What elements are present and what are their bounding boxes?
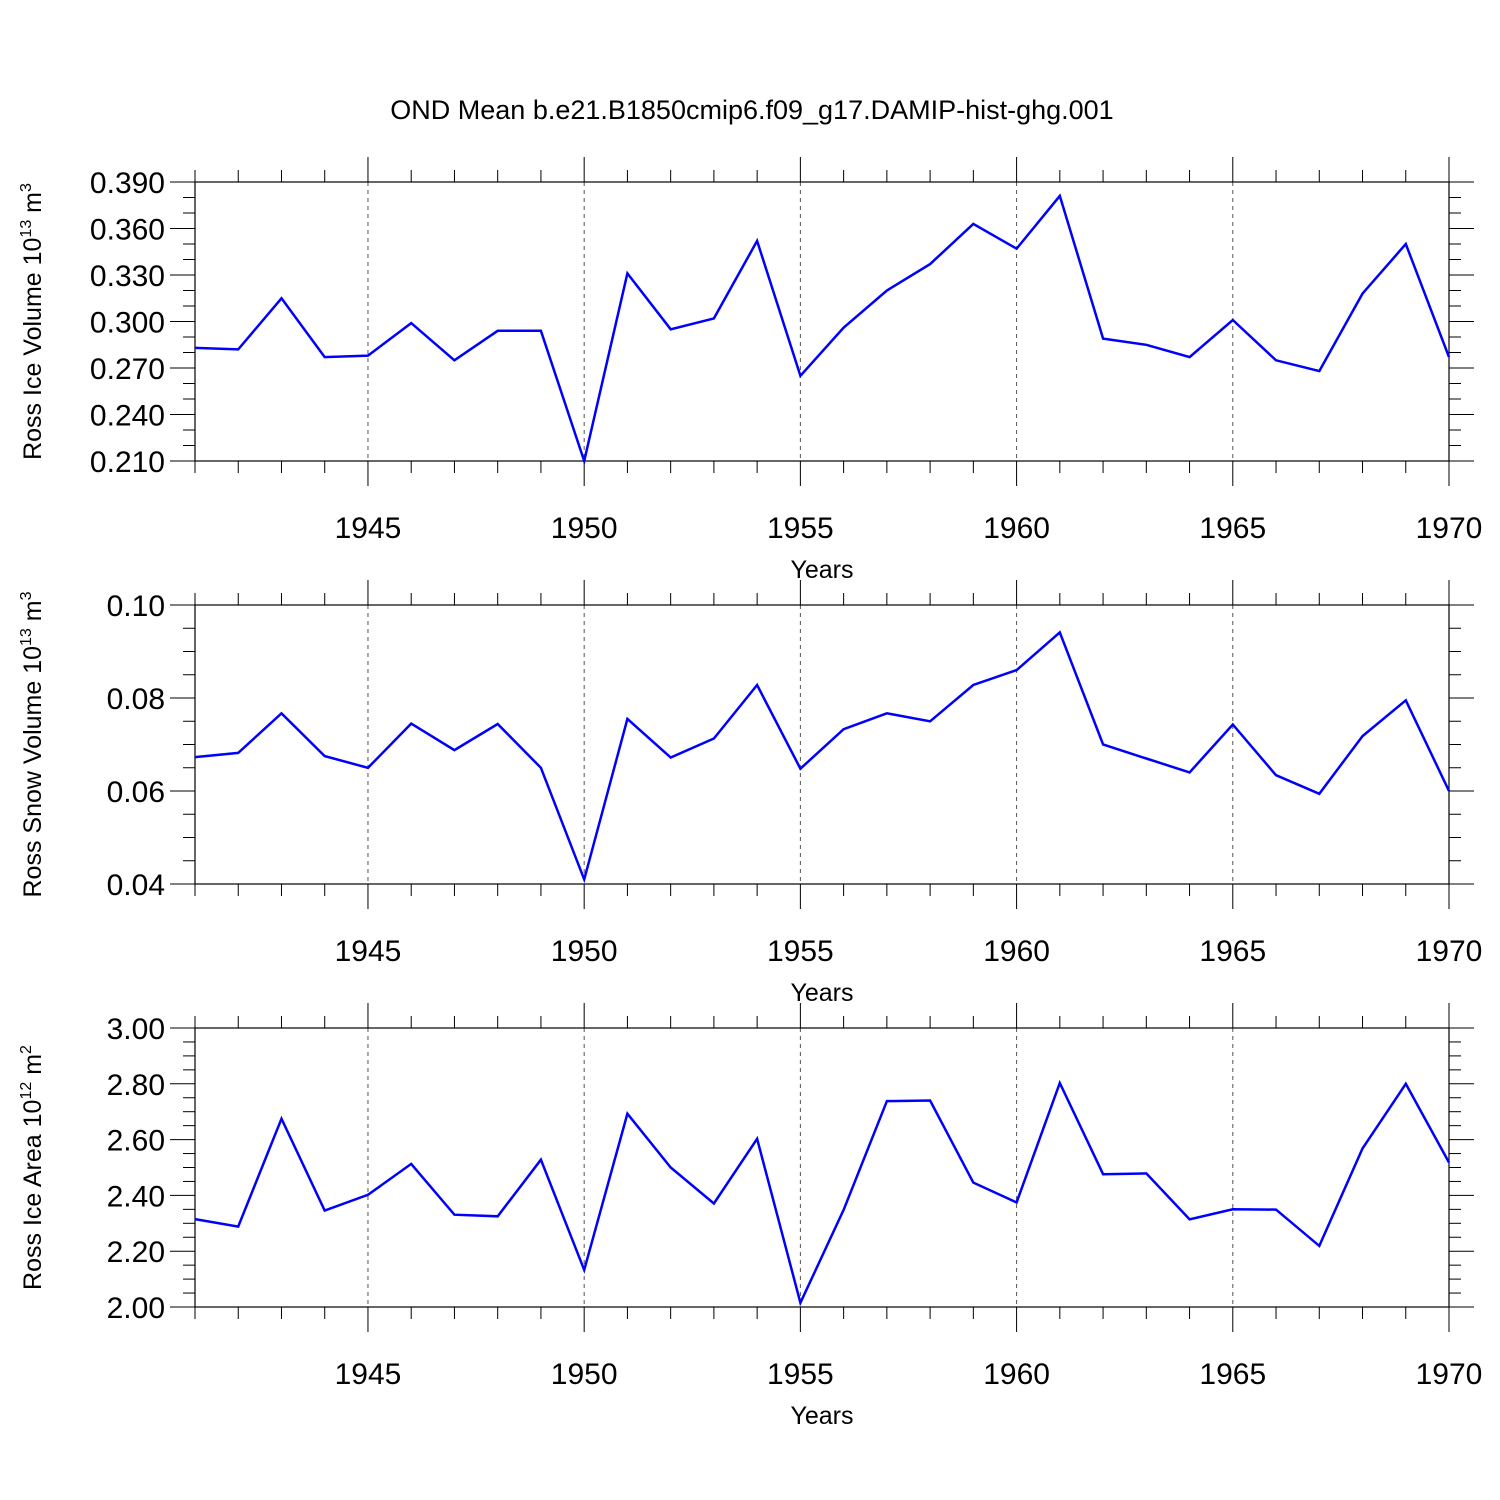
snow-volume-y-tick-label: 0.06 [107, 776, 165, 809]
ice-area-x-tick-label: 1970 [1416, 1358, 1483, 1391]
ice-area-y-tick-label: 2.20 [107, 1236, 165, 1269]
ice-area-y-tick-label: 2.40 [107, 1180, 165, 1213]
ice-volume-y-tick-label: 0.270 [90, 353, 165, 386]
figure-title: OND Mean b.e21.B1850cmip6.f09_g17.DAMIP-… [390, 95, 1113, 125]
ice-volume-series-line [194, 193, 1451, 466]
ice-area-panel: 2.00 2.20 2.40 2.60 2.80 3.00 1945 1950 1955 1960… [18, 1003, 1482, 1430]
ice-volume-y-tick-label: 0.300 [90, 307, 165, 340]
ice-volume-x-tick-label: 1950 [551, 512, 618, 545]
ice-volume-plot-frame [194, 181, 1450, 462]
ice-volume-x-tick-label: 1960 [983, 512, 1050, 545]
snow-volume-x-tick-label: 1970 [1416, 935, 1483, 968]
ice-area-series-line [194, 1079, 1451, 1307]
ice-volume-x-axis-label: Years [790, 556, 853, 584]
ice-volume-x-tick-label: 1955 [767, 512, 834, 545]
ice-area-x-tick-label: 1960 [983, 1358, 1050, 1391]
ice-area-y-axis-label: Ross Ice Area 1012 m2 [18, 1045, 47, 1290]
ice-volume-x-tick-label: 1965 [1199, 512, 1266, 545]
ice-area-x-tick-label: 1965 [1199, 1358, 1266, 1391]
ice-area-y-tick-label: 2.60 [107, 1125, 165, 1158]
ice-area-y-tick-label: 2.80 [107, 1069, 165, 1102]
ice-area-x-axis-label: Years [790, 1402, 853, 1430]
snow-volume-x-tick-label: 1955 [767, 935, 834, 968]
ice-area-x-tick-label: 1945 [335, 1358, 402, 1391]
snow-volume-plot-frame [194, 604, 1450, 885]
ice-volume-x-tick-label: 1970 [1416, 512, 1483, 545]
ice-volume-y-tick-label: 0.360 [90, 214, 165, 247]
snow-volume-x-axis-label: Years [790, 979, 853, 1007]
snow-volume-y-tick-label: 0.08 [107, 683, 165, 716]
ice-volume-y-axis-label: Ross Ice Volume 1013 m3 [18, 183, 47, 460]
snow-volume-y-tick-label: 0.04 [107, 869, 165, 902]
snow-volume-panel: 0.04 0.06 0.08 0.10 1945 1950 1955 1960 1965 1970… [18, 580, 1482, 1007]
ice-area-y-tick-label: 3.00 [107, 1013, 165, 1046]
ice-volume-y-tick-label: 0.330 [90, 260, 165, 293]
ice-volume-y-tick-label: 0.210 [90, 446, 165, 479]
snow-volume-y-axis-label: Ross Snow Volume 1013 m3 [18, 591, 47, 897]
snow-volume-x-tick-label: 1960 [983, 935, 1050, 968]
snow-volume-x-tick-label: 1965 [1199, 935, 1266, 968]
snow-volume-series-line [194, 630, 1451, 884]
ice-area-x-tick-label: 1955 [767, 1358, 834, 1391]
ice-volume-y-tick-label: 0.240 [90, 400, 165, 433]
snow-volume-y-tick-label: 0.10 [107, 590, 165, 623]
ice-area-plot-frame [194, 1027, 1450, 1308]
ice-area-x-tick-label: 1950 [551, 1358, 618, 1391]
ice-volume-panel: 0.210 0.240 0.270 0.300 0.330 0.360 0.390 1945 1… [18, 157, 1482, 584]
snow-volume-x-tick-label: 1950 [551, 935, 618, 968]
ice-area-y-tick-label: 2.00 [107, 1292, 165, 1325]
ice-volume-y-tick-label: 0.390 [90, 167, 165, 200]
snow-volume-x-tick-label: 1945 [335, 935, 402, 968]
ice-volume-x-tick-label: 1945 [335, 512, 402, 545]
